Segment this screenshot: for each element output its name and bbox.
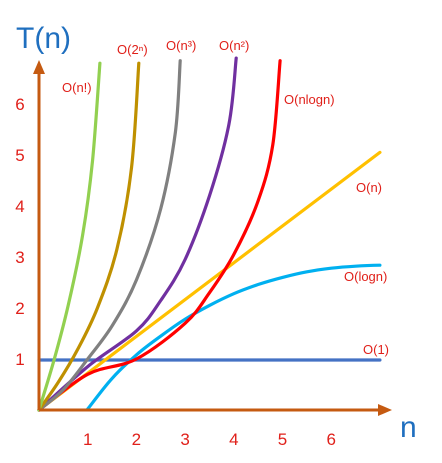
y-tick-label: 5: [15, 146, 24, 165]
series-label-o-n: O(n!): [62, 80, 92, 95]
series-line-o-n: [37, 61, 102, 412]
y-tick-label: 4: [15, 197, 24, 216]
x-axis-title: n: [400, 411, 417, 444]
series-line-o-logn: [86, 263, 382, 411]
series-label-o-n: O(n²): [219, 38, 249, 53]
series-label-o-1: O(1): [363, 342, 389, 357]
axes: [33, 60, 392, 416]
series-line-o-nlogn: [37, 59, 282, 412]
y-axis-title: T(n): [16, 22, 71, 55]
x-tick-label: 5: [278, 430, 287, 449]
tick-labels: 1 2 3 4 5 6 1 2 3 4 5 6: [15, 95, 336, 449]
series-label-o-n: O(n³): [166, 38, 196, 53]
series-label-o-2: O(2ⁿ): [117, 42, 148, 57]
y-tick-label: 3: [15, 248, 24, 267]
y-tick-label: 6: [15, 95, 24, 114]
y-tick-label: 1: [15, 350, 24, 369]
series-lines: [37, 56, 382, 412]
series-line-o-n: [37, 59, 182, 412]
x-tick-label: 3: [180, 430, 189, 449]
series-label-o-n: O(n): [356, 180, 382, 195]
series-line-o-n: [37, 150, 382, 412]
series-label-o-logn: O(logn): [344, 269, 387, 284]
x-tick-label: 4: [229, 430, 238, 449]
x-axis-arrow: [378, 404, 392, 416]
x-tick-label: 1: [83, 430, 92, 449]
series-line-o-n: [37, 56, 238, 412]
x-tick-label: 2: [132, 430, 141, 449]
y-tick-label: 2: [15, 299, 24, 318]
series-label-o-nlogn: O(nlogn): [284, 92, 335, 107]
series-line-o-2: [37, 61, 141, 412]
x-tick-label: 6: [326, 430, 335, 449]
series-labels: O(1) O(logn) O(n) O(nlogn) O(n²) O(n³) O(2ⁿ) O(…: [62, 38, 389, 357]
y-axis-arrow: [33, 60, 45, 74]
